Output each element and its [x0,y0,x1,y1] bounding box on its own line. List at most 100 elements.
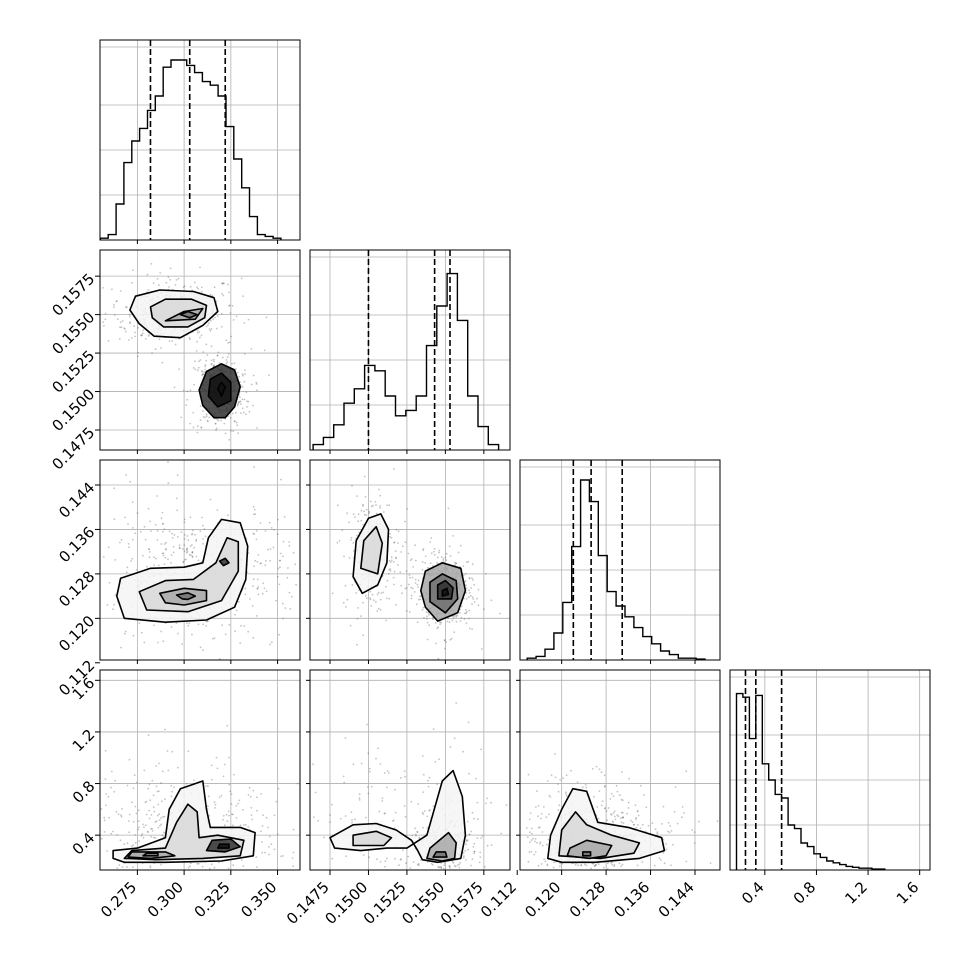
sample-point [279,566,281,569]
contour-level [142,852,159,857]
sample-point [137,828,140,831]
sample-point [376,593,379,596]
sample-point [162,554,165,557]
sample-point [598,768,601,771]
x-tick-label: 0.325 [191,878,234,921]
sample-point [462,574,465,577]
sample-point [191,551,194,554]
sample-point [368,512,371,514]
sample-point [222,814,225,817]
sample-point [414,833,417,836]
sample-point [534,837,537,840]
sample-point [583,863,586,866]
sample-point [147,335,150,337]
sample-point [214,422,217,425]
sample-point [278,633,280,636]
sample-point [453,561,456,564]
sample-point [115,810,118,813]
sample-point [284,607,287,609]
sample-point [662,805,665,808]
sample-point [191,551,194,554]
sample-point [428,776,431,779]
sample-point [381,797,384,800]
sample-point [346,598,349,601]
sample-point [444,556,447,559]
sample-point [344,815,347,817]
sample-point [192,411,195,414]
sample-point [150,814,153,816]
x-tick-label: 0.120 [521,878,564,921]
sample-point [142,329,145,332]
sample-point [171,790,174,793]
sample-point [459,620,462,622]
sample-point [171,340,174,342]
sample-point [186,550,189,553]
sample-point [170,562,172,564]
sample-point [229,417,232,419]
sample-point [222,294,225,297]
sample-point [480,748,482,751]
sample-point [185,549,188,551]
sample-point [482,608,485,611]
sample-point [137,351,140,354]
sample-point [191,529,194,532]
sample-point [257,586,260,588]
sample-point [228,291,230,294]
sample-point [106,850,108,852]
sample-point [248,786,251,789]
sample-point [348,521,350,524]
sample-point [140,334,142,337]
sample-point [176,536,179,538]
sample-point [670,830,673,832]
sample-point [143,826,145,829]
sample-point [553,861,555,864]
sample-point [379,506,381,509]
sample-point [459,861,461,864]
panel-3-1 [309,669,511,871]
sample-point [261,825,264,827]
sample-point [341,529,344,532]
sample-point [132,821,135,823]
sample-point [353,550,355,552]
sample-point [253,513,255,516]
sample-point [693,842,696,844]
sample-point [462,856,465,859]
sample-point [376,610,379,612]
sample-point [386,579,389,582]
sample-point [384,812,386,814]
sample-point [610,814,613,816]
sample-point [418,836,421,839]
sample-point [131,501,134,503]
sample-point [471,858,474,861]
sample-point [230,429,232,432]
sample-point [481,835,484,837]
sample-point [205,343,208,346]
sample-point [529,831,531,834]
sample-point [160,543,163,545]
sample-point [349,624,352,627]
panel-frame [99,459,301,661]
sample-point [422,773,425,776]
sample-point [612,812,615,815]
sample-point [255,381,258,384]
sample-point [186,548,188,550]
sample-point [360,509,363,512]
sample-point [455,562,458,565]
sample-point [164,556,167,559]
sample-point [486,844,489,847]
sample-point [252,374,255,377]
sample-point [412,861,415,863]
sample-point [384,865,386,868]
sample-point [665,843,667,845]
sample-point [609,798,612,800]
sample-point [212,358,215,361]
sample-point [204,535,207,538]
sample-point [160,863,163,866]
sample-point [210,345,213,348]
sample-point [183,544,186,546]
sample-point [471,628,473,630]
sample-point [165,281,168,284]
sample-point [197,559,200,562]
sample-point [626,812,628,815]
sample-point [194,533,197,536]
